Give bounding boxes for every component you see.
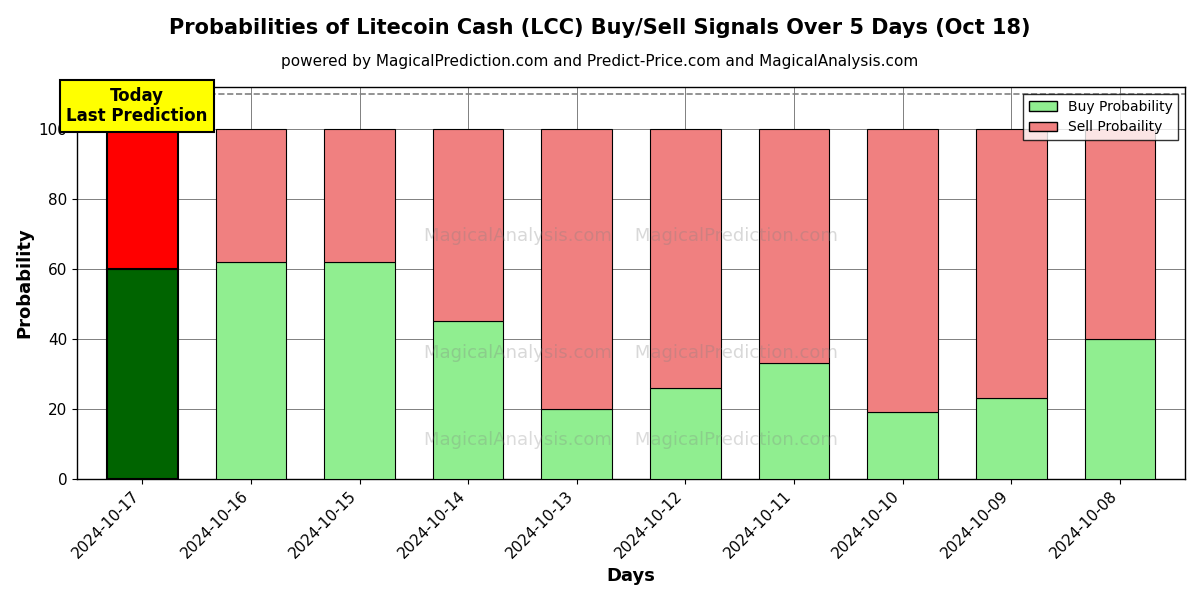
Bar [976, 129, 1046, 398]
Text: MagicalAnalysis.com    MagicalPrediction.com: MagicalAnalysis.com MagicalPrediction.co… [424, 227, 838, 245]
Bar [1085, 339, 1156, 479]
Bar [433, 129, 504, 322]
Text: Today
Last Prediction: Today Last Prediction [66, 86, 208, 125]
Bar [758, 364, 829, 479]
Text: Probabilities of Litecoin Cash (LCC) Buy/Sell Signals Over 5 Days (Oct 18): Probabilities of Litecoin Cash (LCC) Buy… [169, 18, 1031, 38]
Bar [541, 129, 612, 409]
Bar [107, 269, 178, 479]
Bar [650, 129, 721, 388]
Text: MagicalAnalysis.com    MagicalPrediction.com: MagicalAnalysis.com MagicalPrediction.co… [424, 344, 838, 362]
Bar [216, 262, 287, 479]
Bar [324, 129, 395, 262]
Bar [758, 129, 829, 364]
Text: MagicalAnalysis.com    MagicalPrediction.com: MagicalAnalysis.com MagicalPrediction.co… [424, 431, 838, 449]
Text: powered by MagicalPrediction.com and Predict-Price.com and MagicalAnalysis.com: powered by MagicalPrediction.com and Pre… [281, 54, 919, 69]
X-axis label: Days: Days [607, 567, 655, 585]
Bar [324, 262, 395, 479]
Bar [541, 409, 612, 479]
Legend: Buy Probability, Sell Probaility: Buy Probability, Sell Probaility [1024, 94, 1178, 140]
Bar [650, 388, 721, 479]
Bar [976, 398, 1046, 479]
Bar [1085, 129, 1156, 339]
Bar [433, 322, 504, 479]
Bar [868, 412, 938, 479]
Bar [868, 129, 938, 412]
Bar [107, 129, 178, 269]
Y-axis label: Probability: Probability [14, 227, 32, 338]
Bar [216, 129, 287, 262]
